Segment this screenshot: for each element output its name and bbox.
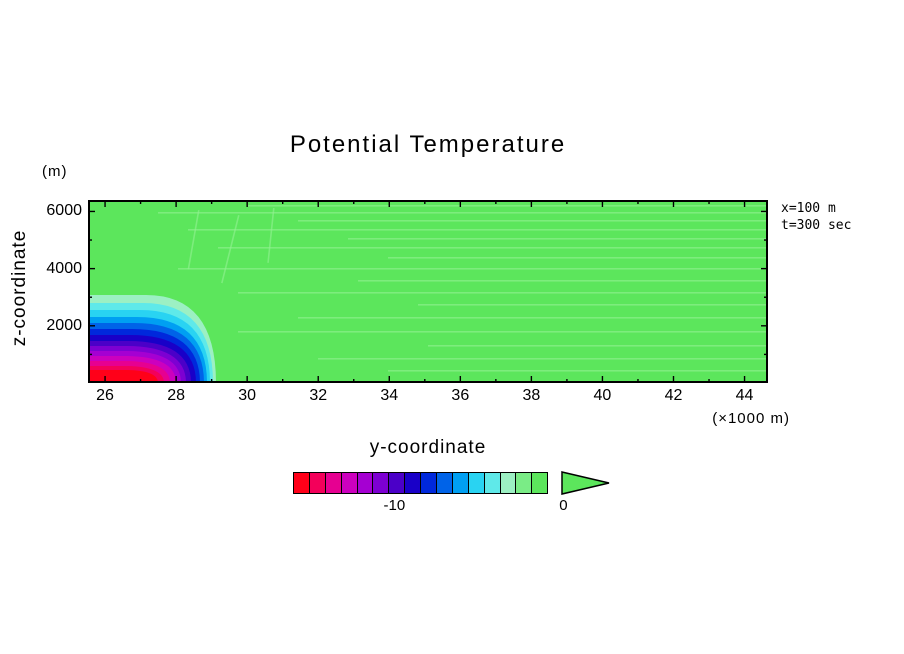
noise-streak: [187, 210, 200, 270]
y-axis-label: z-coordinate: [9, 229, 30, 347]
x-axis-unit: (×1000 m): [712, 410, 790, 427]
y-tick-labels: 2000 4000 6000: [34, 200, 82, 383]
colorbar-cell: [340, 472, 358, 494]
contour-noise-streaks: [158, 205, 768, 372]
x-tick-label: 40: [593, 387, 612, 404]
time-annotation: t=300 sec: [781, 218, 852, 233]
slice-annotation: x=100 m: [781, 201, 836, 216]
noise-streak: [238, 292, 768, 294]
y-axis-unit: (m): [42, 163, 68, 180]
plot-area: [88, 200, 768, 383]
noise-streak: [221, 215, 240, 284]
colorbar-cell: [483, 472, 501, 494]
noise-streak: [318, 358, 768, 360]
x-tick-label: 30: [238, 387, 257, 404]
x-tick-label: 34: [380, 387, 399, 404]
colorbar-cell: [308, 472, 326, 494]
y-tick-label: 6000: [46, 202, 82, 220]
colorbar-cell: [467, 472, 485, 494]
plot-title: Potential Temperature: [289, 131, 567, 158]
x-axis-label: y-coordinate: [369, 437, 487, 458]
noise-streak: [238, 331, 768, 333]
x-tick-label: 26: [96, 387, 114, 404]
contour-plot: [88, 200, 768, 383]
colorbar-cell: [404, 472, 422, 494]
noise-streak: [248, 205, 768, 207]
noise-streak: [348, 238, 768, 240]
x-tick-label: 44: [735, 387, 754, 404]
colorbar-cell: [324, 472, 342, 494]
colorbar-cell: [436, 472, 453, 494]
cold-pool-contours: [88, 295, 216, 383]
x-tick-label: 38: [522, 387, 541, 404]
noise-streak: [298, 220, 768, 222]
y-tick-label: 2000: [46, 316, 82, 334]
colorbar-cell: [499, 472, 517, 494]
colorbar-cell: [451, 472, 469, 494]
noise-streak: [158, 212, 768, 214]
colorbar-cell: [372, 472, 390, 494]
colorbar-cell: [515, 472, 533, 494]
x-tick-label: 28: [167, 387, 185, 404]
colorbar-labels: -10 0: [293, 497, 633, 517]
colorbar-cell: [388, 472, 406, 494]
noise-streak: [267, 208, 275, 263]
noise-streak: [218, 247, 768, 249]
noise-streak: [188, 229, 768, 231]
noise-streak: [428, 345, 768, 347]
colorbar-tick-label: -10: [383, 497, 406, 514]
noise-streak: [388, 257, 768, 259]
x-tick-labels: 26 28 30 32 34 36 38 40 42 44: [88, 387, 768, 407]
noise-streak: [358, 280, 768, 282]
noise-streak: [298, 317, 768, 319]
colorbar-arrow: [561, 471, 610, 495]
x-tick-label: 32: [309, 387, 328, 404]
plot-frame: [88, 200, 768, 383]
y-tick-label: 4000: [46, 259, 82, 277]
colorbar-cell: [420, 472, 438, 494]
x-tick-label: 42: [664, 387, 683, 404]
colorbar-cell: [293, 472, 310, 494]
noise-streak: [178, 268, 768, 270]
noise-streak: [388, 370, 768, 372]
x-tick-label: 36: [451, 387, 470, 404]
colorbar-cell: [531, 472, 549, 494]
colorbar-tick-label: 0: [559, 497, 568, 514]
colorbar: [293, 472, 549, 494]
colorbar-cell: [356, 472, 374, 494]
noise-streak: [418, 304, 768, 306]
